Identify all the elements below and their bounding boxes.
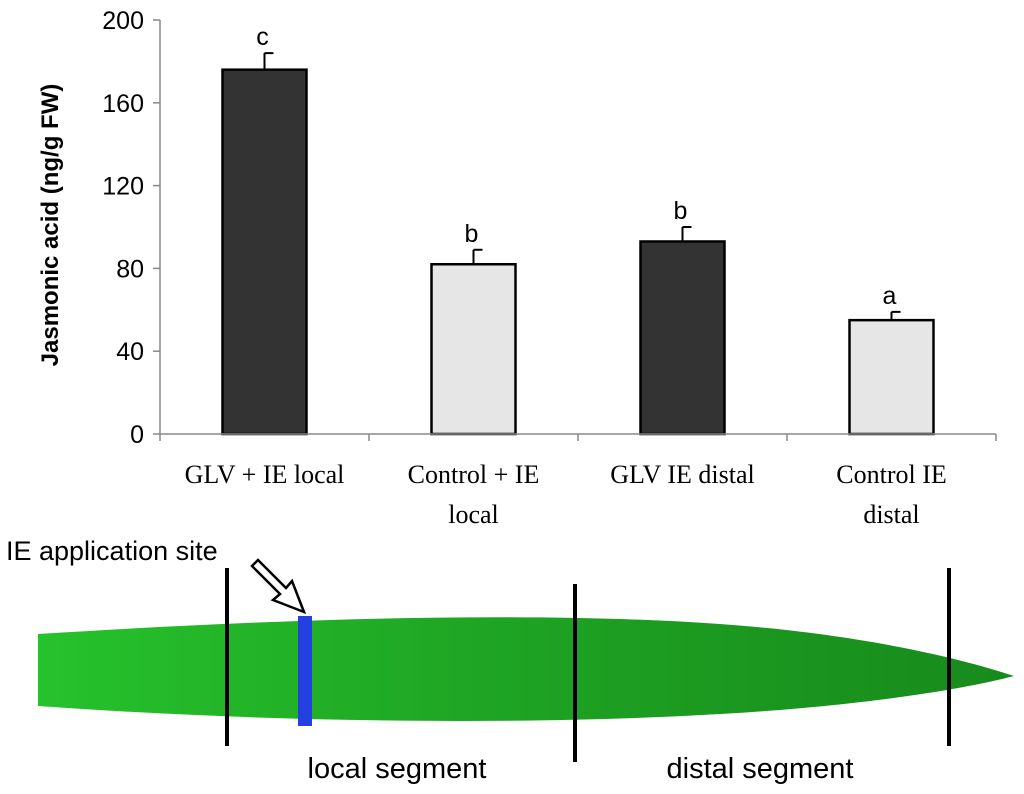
y-tick-label: 120 (102, 173, 144, 201)
bar (848, 318, 935, 436)
y-tick-label: 0 (130, 421, 144, 449)
leaf-diagram: IE application site local segment distal… (6, 536, 1014, 785)
application-band (298, 616, 312, 726)
x-category-label: GLV + IE local (185, 460, 345, 489)
y-axis-label: Jasmonic acid (ng/g FW) (37, 84, 64, 367)
bar (639, 240, 726, 436)
x-category-label: distal (863, 500, 919, 529)
significance-letter: a (883, 282, 897, 310)
significance-letter: b (674, 197, 688, 225)
local-segment-label: local segment (308, 753, 487, 785)
x-category-label: Control + IE (408, 460, 540, 489)
x-category-label: local (448, 500, 499, 529)
bar-chart: c b b a 0 40 80 120 160 200 GLV + IE local Contro… (37, 7, 997, 529)
x-category-label: GLV IE distal (610, 460, 754, 489)
y-tick-label: 40 (116, 338, 144, 366)
leaf-blade (38, 617, 1014, 721)
x-category-label: Control IE (836, 460, 947, 489)
significance-letter: b (465, 220, 479, 248)
distal-segment-label: distal segment (667, 753, 854, 785)
y-tick-label: 80 (116, 255, 144, 283)
application-arrow-icon (250, 558, 307, 615)
significance-letter: c (256, 23, 269, 51)
y-tick-label: 200 (102, 7, 144, 35)
bar (430, 263, 517, 436)
bar (221, 68, 308, 436)
application-site-label: IE application site (6, 536, 218, 566)
y-tick-label: 160 (102, 90, 144, 118)
